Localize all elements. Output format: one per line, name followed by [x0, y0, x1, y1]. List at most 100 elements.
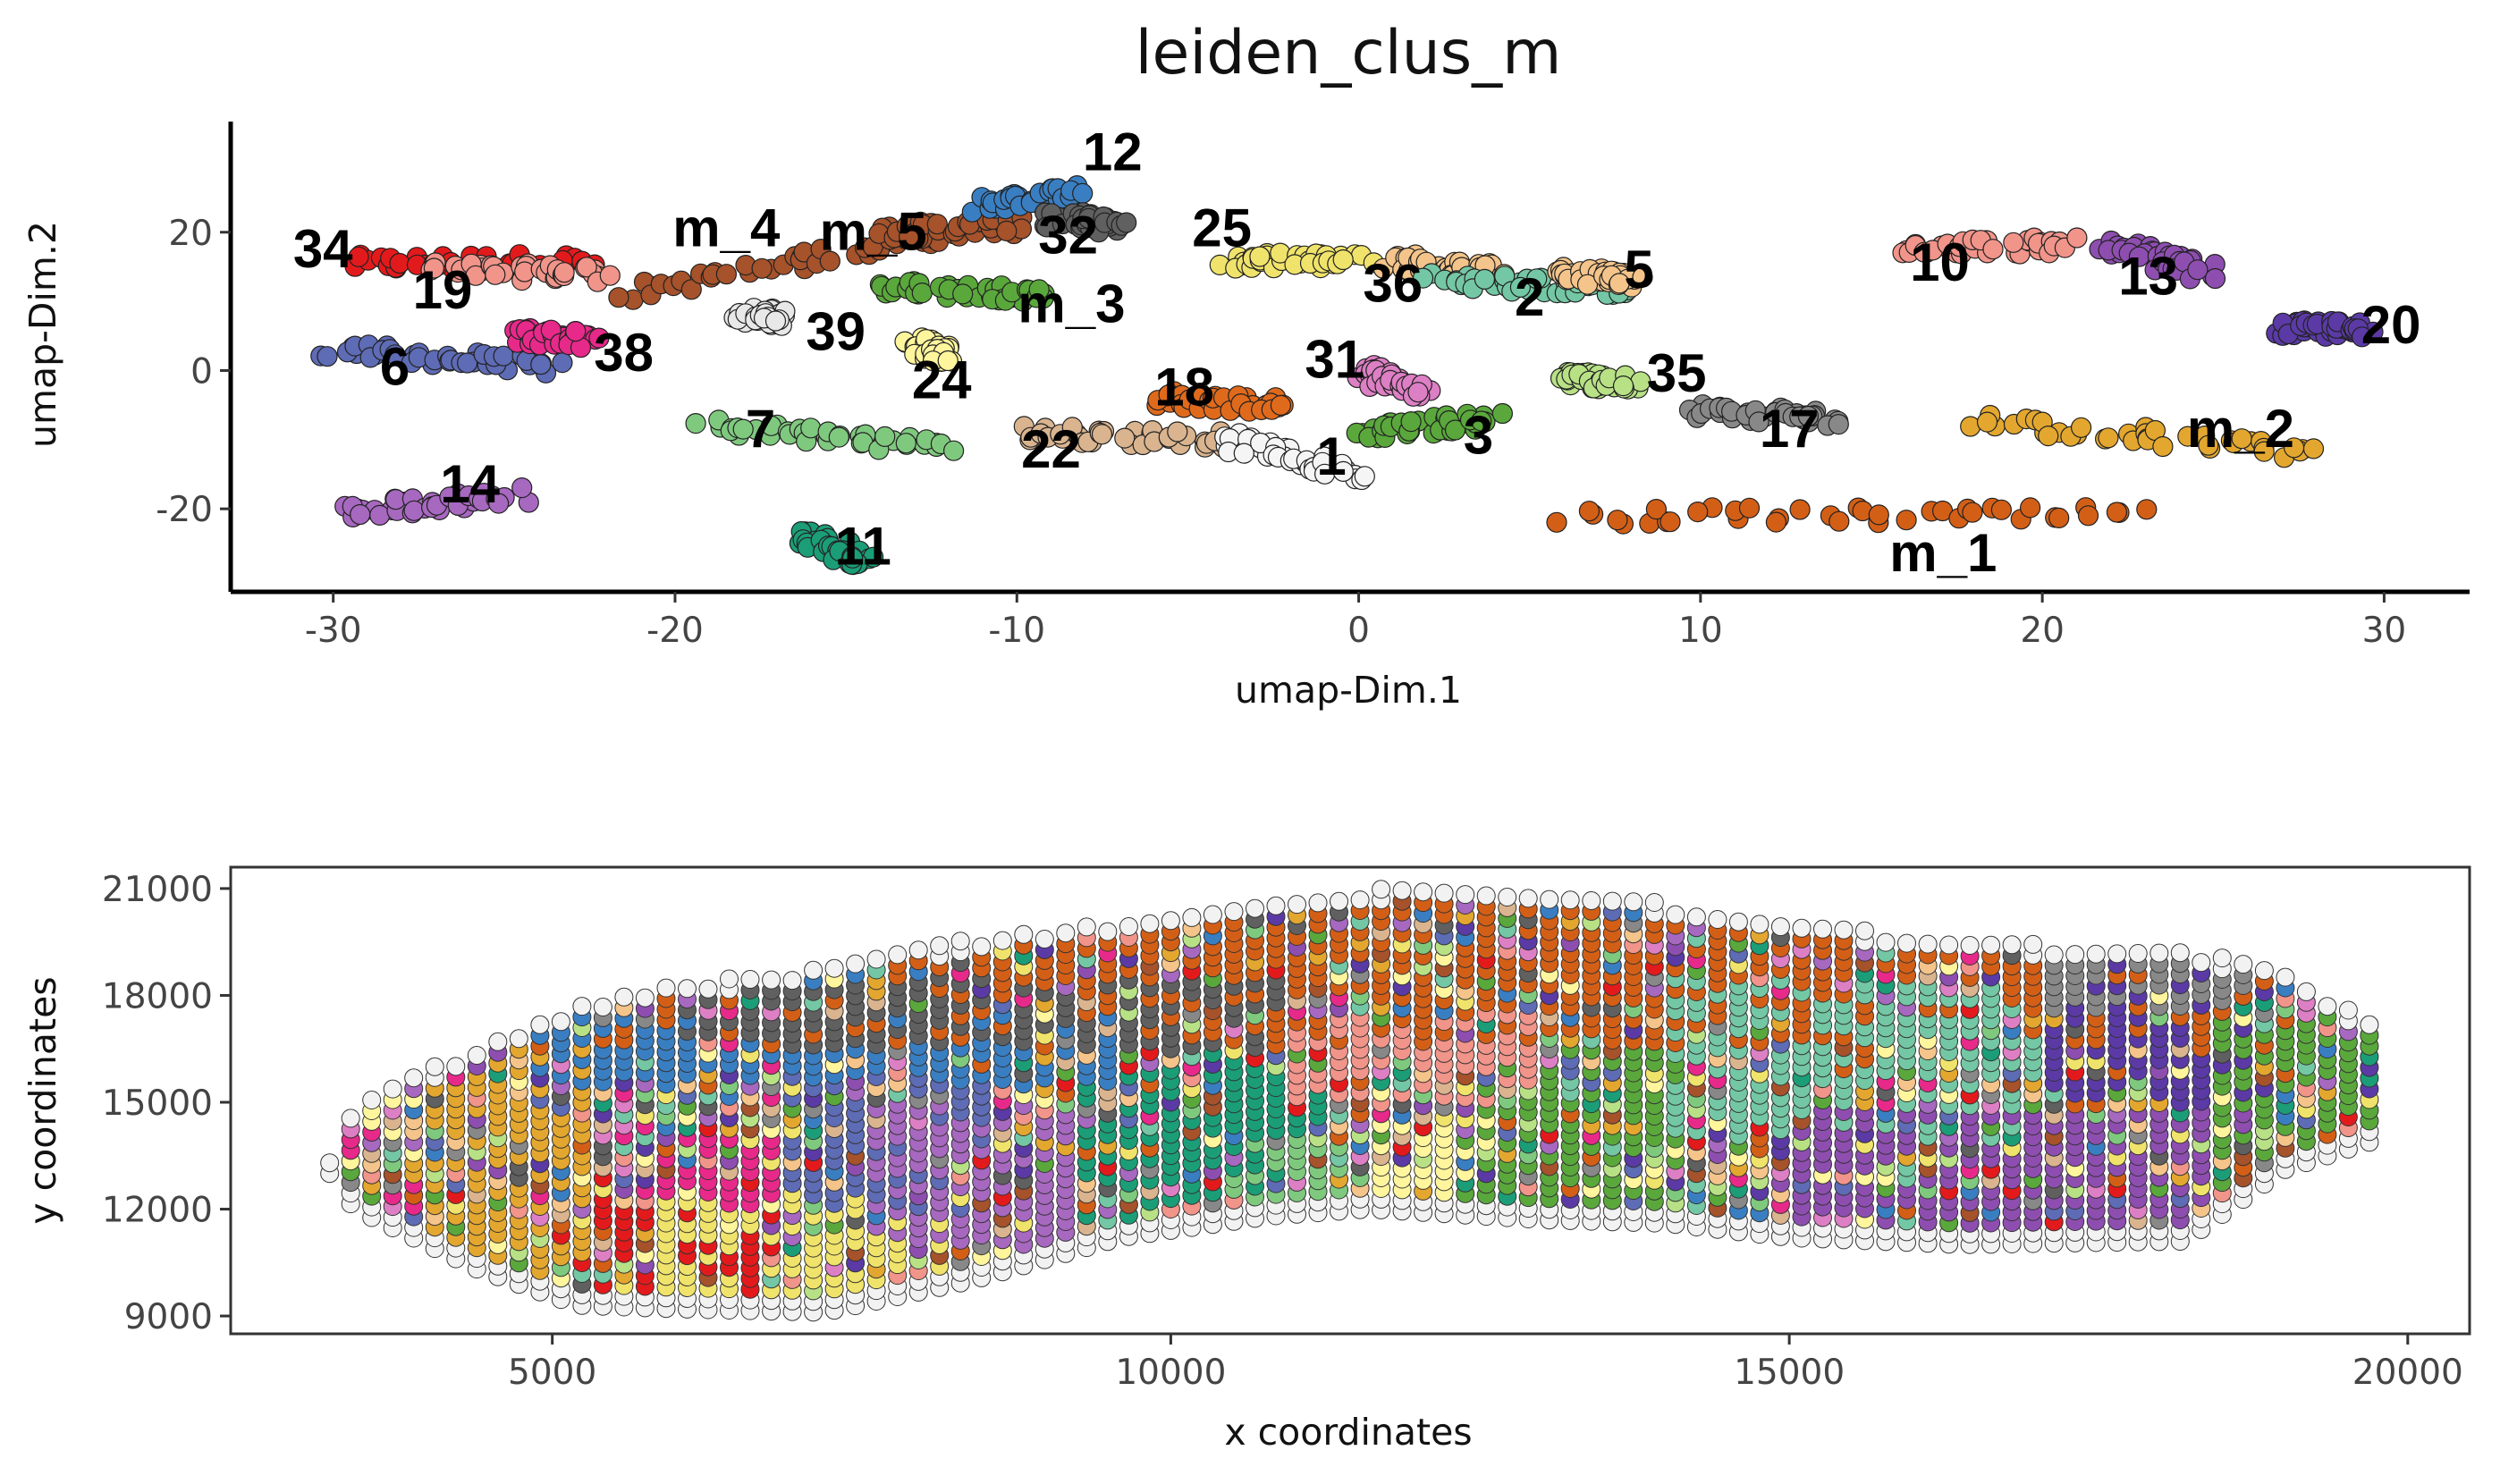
spatial-point	[551, 1012, 570, 1032]
umap-point	[1167, 421, 1188, 443]
umap-cluster-38	[504, 317, 610, 358]
umap-point	[1990, 499, 2012, 520]
spatial-point	[1266, 896, 1286, 915]
spatial-point	[425, 1057, 444, 1076]
umap-cluster-label: 13	[2118, 247, 2178, 307]
umap-point	[1354, 466, 1375, 487]
umap-point	[2187, 259, 2209, 281]
umap-cluster-label: 25	[1192, 198, 1252, 258]
spatial-y-ticks: 9000 12000 15000 18000 21000	[102, 870, 231, 1337]
umap-point	[1114, 427, 1136, 449]
spatial-point	[1014, 924, 1034, 944]
spatial-point	[320, 1153, 340, 1173]
spatial-point	[1434, 883, 1454, 903]
umap-point	[874, 426, 896, 447]
spatial-point	[1582, 891, 1601, 910]
spatial-point	[383, 1079, 402, 1099]
spatial-point	[2276, 967, 2295, 987]
spatial-point	[1876, 932, 1896, 952]
umap-point	[1407, 382, 1429, 403]
umap-cluster-label: 36	[1363, 253, 1423, 313]
umap-point	[423, 257, 444, 279]
umap-point	[608, 287, 629, 308]
spatial-point	[698, 979, 718, 999]
spatial-point	[2023, 934, 2043, 954]
spatial-point	[2002, 935, 2022, 955]
spatial-point	[1035, 930, 1054, 949]
umap-point	[800, 417, 822, 439]
umap-point	[1578, 501, 1601, 522]
umap-cluster-7	[685, 409, 965, 461]
spatial-points-layer	[320, 880, 2379, 1322]
spatial-point	[488, 1032, 508, 1051]
umap-point	[389, 252, 410, 274]
umap-point	[350, 503, 371, 526]
spatial-point	[341, 1109, 360, 1128]
spatial-point	[509, 1029, 528, 1049]
umap-cluster-label: 22	[1021, 419, 1081, 479]
umap-point	[2152, 435, 2174, 458]
spatial-point	[2318, 997, 2337, 1016]
umap-point	[764, 310, 787, 332]
umap-x-tick-label: 0	[1347, 611, 1370, 651]
spatial-point	[1182, 907, 1202, 927]
spatial-point	[2170, 943, 2190, 963]
umap-point	[841, 547, 864, 569]
umap-cluster-35	[1550, 361, 1651, 400]
spatial-y-tick-label: 21000	[102, 870, 213, 910]
umap-point	[2077, 505, 2099, 527]
spatial-x-axis-title: x coordinates	[1224, 1411, 1472, 1454]
umap-cluster-label: 2	[1515, 267, 1544, 327]
umap-point	[565, 321, 587, 342]
umap-cluster-label: 34	[293, 219, 353, 279]
spatial-point	[1602, 891, 1622, 911]
spatial-point	[846, 954, 866, 974]
spatial-point	[572, 997, 592, 1016]
spatial-point	[720, 969, 739, 989]
spatial-x-ticks: 5000 10000 15000 20000	[508, 1334, 2463, 1393]
umap-point	[1868, 504, 1889, 526]
spatial-point	[1960, 936, 1980, 955]
spatial-point	[656, 978, 676, 998]
umap-point	[1474, 268, 1496, 290]
spatial-point	[1330, 891, 1348, 911]
spatial-point	[2107, 944, 2127, 964]
spatial-point	[1392, 881, 1412, 900]
umap-point	[819, 250, 840, 272]
spatial-point	[740, 970, 760, 989]
umap-cluster-label: 38	[594, 323, 654, 383]
umap-cluster-label: 39	[806, 302, 866, 362]
spatial-point	[2128, 944, 2148, 963]
spatial-point	[1644, 893, 1664, 912]
umap-y-tick-label: 20	[168, 214, 213, 254]
spatial-point	[1560, 890, 1580, 910]
umap-point	[1828, 414, 1849, 435]
umap-point	[552, 352, 573, 374]
umap-point	[2020, 497, 2041, 519]
umap-point	[1546, 511, 1567, 533]
umap-cluster-m_3	[869, 271, 1055, 312]
umap-point	[942, 440, 965, 461]
umap-point	[369, 504, 391, 527]
umap-cluster-m_1	[1546, 497, 2158, 535]
spatial-point	[1518, 889, 1538, 908]
umap-x-tick-label: -10	[988, 611, 1045, 651]
spatial-point	[2086, 944, 2106, 964]
umap-y-tick-label: 0	[190, 351, 213, 392]
umap-cluster-14	[334, 476, 539, 528]
umap-point	[2003, 232, 2024, 253]
umap-x-ticks: -30 -20 -10 0 10 20 30	[305, 592, 2406, 651]
umap-cluster-19	[420, 252, 621, 292]
umap-point	[530, 354, 552, 375]
spatial-point	[1918, 934, 1938, 954]
umap-cluster-11	[789, 520, 884, 576]
umap-cluster-label: m_4	[672, 198, 781, 258]
umap-point	[1829, 510, 1850, 532]
spatial-point	[804, 960, 823, 980]
umap-cluster-18	[1146, 381, 1294, 422]
spatial-point	[1728, 912, 1748, 932]
umap-cluster-24	[894, 327, 963, 372]
umap-cluster-label: 20	[2361, 295, 2421, 355]
umap-cluster-label: 18	[1154, 358, 1214, 417]
umap-point	[511, 476, 533, 499]
